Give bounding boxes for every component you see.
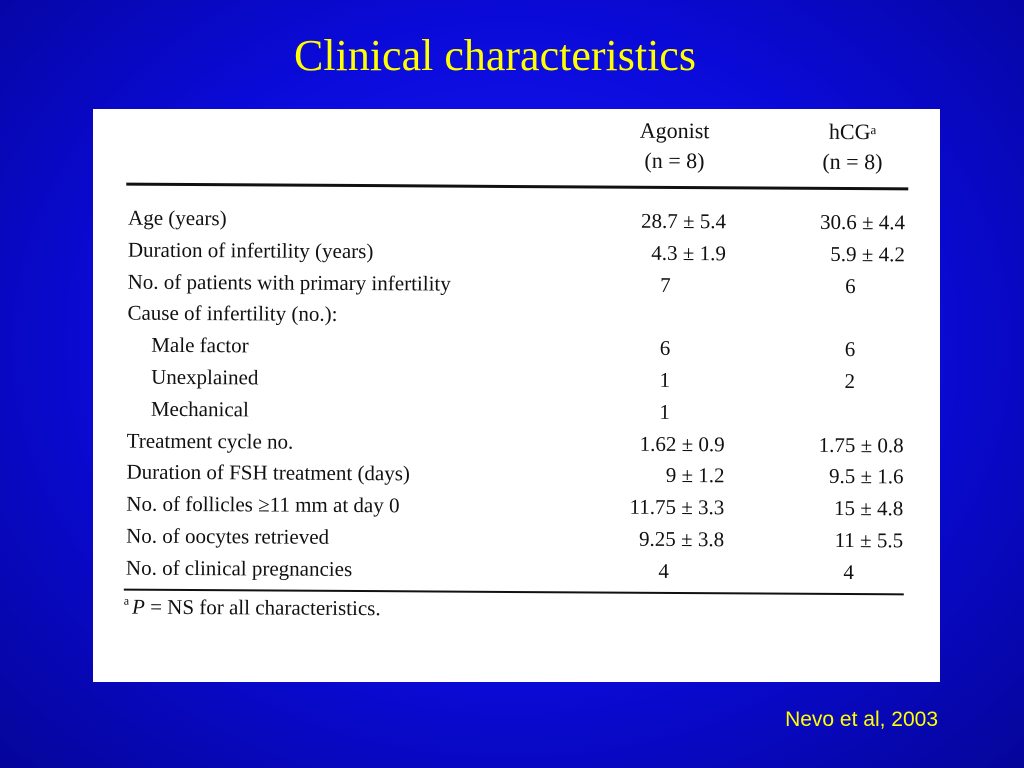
agonist-value: 1 [659,367,671,392]
hcg-value: 6 [845,273,856,298]
row-label: No. of clinical pregnancies [125,555,353,581]
hcg-value: 1.75 ± 0.8 [818,432,904,457]
row-label: Duration of infertility (years) [127,237,374,263]
agonist-value: 1.62 ± 0.9 [639,431,725,456]
table-row: Male factor 6 6 [93,329,940,366]
slide-title: Clinical characteristics [294,31,696,80]
row-label: Duration of FSH treatment (days) [126,460,411,486]
row-label: Cause of infertility (no.): [127,301,338,327]
agonist-value: 9 ± 1.2 [665,463,725,488]
hcg-value: 6 [844,337,856,362]
hcg-value: 5.9 ± 4.2 [830,241,905,267]
hcg-value: 15 ± 4.8 [833,496,904,521]
agonist-value: 4 [658,558,670,583]
hcg-value: 11 ± 5.5 [834,527,904,553]
column-header-hcg-name: hCG [828,118,871,145]
row-label: Mechanical [150,396,249,422]
agonist-value: 6 [659,336,671,361]
footnote-text: = NS for all characteristics. [144,594,381,621]
agonist-value: 11.75 ± 3.3 [629,494,725,520]
agonist-value: 1 [659,399,670,424]
row-label: Treatment cycle no. [126,428,294,454]
row-label: Unexplained [151,364,259,390]
characteristics-table: Agonist (n = 8) hCGa (n = 8) Age (years)… [91,106,941,684]
hcg-value: 30.6 ± 4.4 [819,209,906,235]
column-header-agonist-n: (n = 8) [644,147,705,174]
hcg-value: 2 [844,369,856,394]
hcg-value: 4 [843,559,855,584]
column-header-hcg-name-line: hCGa [783,117,923,148]
agonist-value: 4.3 ± 1.9 [651,240,726,266]
hcg-value: 9.5 ± 1.6 [828,464,904,489]
citation: Nevo et al, 2003 [785,708,938,731]
header-rule [126,182,909,191]
row-label: No. of oocytes retrieved [126,523,330,549]
agonist-value: 28.7 ± 5.4 [640,208,727,234]
table-image-panel: Agonist (n = 8) hCGa (n = 8) Age (years)… [93,109,940,682]
column-header-agonist-name: Agonist [639,117,710,144]
row-label: Male factor [151,332,249,358]
row-label: No. of follicles ≥11 mm at day 0 [126,491,400,518]
column-header-hcg: hCGa (n = 8) [782,117,922,178]
column-header-hcg-n: (n = 8) [822,148,883,175]
column-header-hcg-superscript: a [870,122,877,138]
agonist-value: 9.25 ± 3.8 [639,526,725,552]
agonist-value: 7 [660,272,671,297]
table-body: Age (years) 28.7 ± 5.4 30.6 ± 4.4 Duration … [95,106,942,584]
footnote-p-symbol: P [131,594,145,619]
row-label: No. of patients with primary infertility [127,269,451,296]
footnote-marker: a [123,593,130,608]
row-label: Age (years) [128,205,227,231]
table-row: No. of clinical pregnancies 4 4 [92,551,939,588]
column-header-agonist: Agonist (n = 8) [599,116,749,177]
